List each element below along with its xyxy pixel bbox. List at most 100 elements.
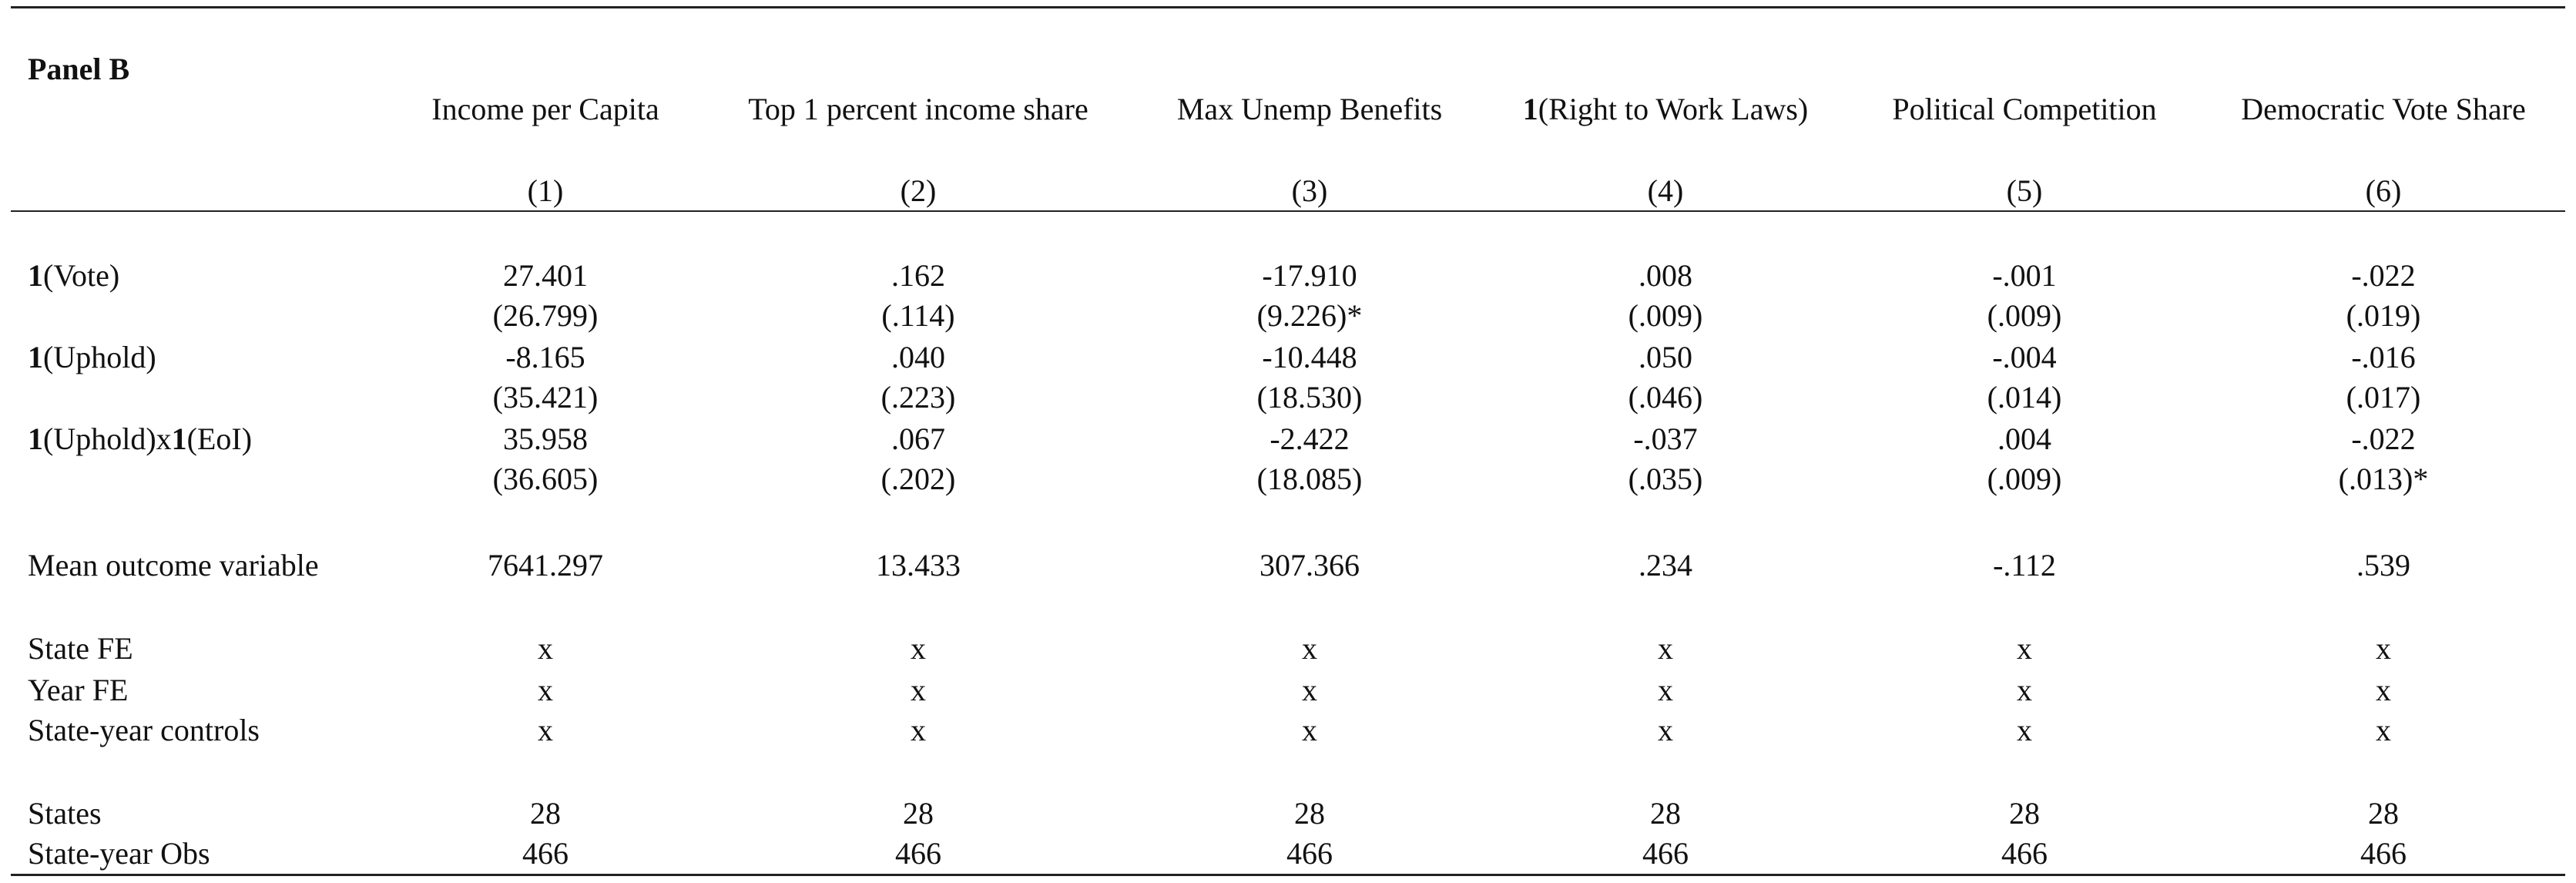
column-number: (2)	[900, 173, 937, 208]
table-cell: 466	[522, 836, 569, 871]
table-cell: (.114)	[881, 298, 955, 333]
row-label-text: (Uphold)x	[43, 421, 172, 456]
panel-title: Panel B	[28, 52, 130, 86]
column-header-text: Top 1 percent income share	[748, 92, 1088, 126]
table-cell: .008	[1639, 258, 1692, 293]
table-cell: 307.366	[1259, 548, 1360, 583]
row-label: 1(Uphold)x1(EoI)	[28, 421, 252, 458]
row-label-text: State FE	[28, 631, 133, 666]
row-label: State-year Obs	[28, 835, 210, 872]
table-cell: -2.422	[1270, 421, 1350, 456]
column-number: (3)	[1291, 173, 1328, 208]
column-header: 1(Right to Work Laws)	[1523, 91, 1808, 128]
table-cell: 28	[1650, 796, 1681, 831]
table-cell: x	[911, 673, 926, 707]
header-rule	[11, 210, 2565, 212]
column-header-text: (Right to Work Laws)	[1538, 92, 1809, 126]
row-label: States	[28, 795, 102, 832]
table-cell: 27.401	[503, 258, 588, 293]
table-cell: (35.421)	[492, 380, 599, 415]
table-cell: x	[1302, 673, 1317, 707]
table-cell: (.019)	[2346, 298, 2421, 333]
table-cell: (.017)	[2346, 380, 2421, 415]
table-cell: .539	[2356, 548, 2410, 583]
column-header-text: Max Unemp Benefits	[1176, 92, 1443, 126]
row-label-text: (Uphold)	[43, 340, 156, 374]
row-label-text: States	[28, 796, 102, 831]
table-cell: (18.085)	[1256, 462, 1363, 496]
table-cell: -8.165	[505, 340, 585, 374]
table-cell: .162	[891, 258, 945, 293]
column-header-text: Democratic Vote Share	[2241, 92, 2526, 126]
table-cell: 28	[2368, 796, 2399, 831]
table-cell: 28	[530, 796, 561, 831]
table-cell: 466	[2001, 836, 2048, 871]
table-cell: .050	[1639, 340, 1692, 374]
table-cell: (.014)	[1987, 380, 2062, 415]
table-cell: x	[538, 631, 553, 666]
table-cell: (.009)	[1628, 298, 1703, 333]
indicator-one: 1	[28, 258, 43, 293]
indicator-one: 1	[28, 421, 43, 456]
row-label: 1(Uphold)	[28, 339, 156, 376]
row-label: Year FE	[28, 672, 128, 709]
table-cell: (.009)	[1987, 298, 2062, 333]
table-cell: -.022	[2351, 421, 2416, 456]
top-rule	[11, 6, 2565, 8]
table-cell: x	[2376, 631, 2391, 666]
column-header-text: Income per Capita	[431, 92, 659, 126]
table-cell: 7641.297	[488, 548, 603, 583]
column-number: (1)	[527, 173, 564, 208]
column-header-text: Political Competition	[1892, 92, 2157, 126]
table-cell: .040	[891, 340, 945, 374]
table-cell: x	[1302, 713, 1317, 747]
table-cell: (.035)	[1628, 462, 1703, 496]
table-cell: x	[2017, 631, 2032, 666]
indicator-one: 1	[171, 421, 187, 456]
table-cell: (.013)*	[2338, 462, 2429, 496]
table-cell: 466	[2360, 836, 2407, 871]
table-cell: (18.530)	[1256, 380, 1363, 415]
table-cell: x	[1658, 673, 1673, 707]
table-cell: 466	[1642, 836, 1689, 871]
bottom-rule	[11, 874, 2565, 876]
column-header: Top 1 percent income share	[748, 91, 1088, 128]
table-cell: (36.605)	[492, 462, 599, 496]
table-cell: x	[538, 673, 553, 707]
table-cell: -.112	[1993, 548, 2056, 583]
table-cell: 28	[903, 796, 934, 831]
table-cell: x	[2017, 713, 2032, 747]
row-label-text: State-year Obs	[28, 836, 210, 871]
column-header: Political Competition	[1892, 91, 2156, 128]
indicator-one: 1	[28, 340, 43, 374]
table-cell: -17.910	[1262, 258, 1357, 293]
table-cell: (.046)	[1628, 380, 1703, 415]
row-label-text: (EoI)	[186, 421, 253, 456]
table-cell: x	[2376, 713, 2391, 747]
table-cell: .234	[1639, 548, 1692, 583]
table-cell: -.001	[1992, 258, 2057, 293]
table-cell: x	[1658, 713, 1673, 747]
column-header: Income per Capita	[431, 91, 659, 128]
table-cell: x	[2017, 673, 2032, 707]
table-cell: 28	[2009, 796, 2040, 831]
column-header: Democratic Vote Share	[2241, 91, 2526, 128]
row-label: State FE	[28, 630, 133, 667]
table-cell: (26.799)	[492, 298, 599, 333]
table-cell: x	[538, 713, 553, 747]
table-cell: x	[1658, 631, 1673, 666]
table-cell: -.022	[2351, 258, 2416, 293]
table-cell: -.016	[2351, 340, 2416, 374]
row-label-text: Mean outcome variable	[28, 548, 319, 583]
column-header: Max Unemp Benefits	[1177, 91, 1442, 128]
row-label-text: (Vote)	[43, 258, 120, 293]
table-cell: x	[911, 631, 926, 666]
table-cell: .004	[1997, 421, 2051, 456]
table-cell: 28	[1294, 796, 1325, 831]
table-cell: 466	[1286, 836, 1333, 871]
table-cell: (9.226)*	[1256, 298, 1363, 333]
row-label: 1(Vote)	[28, 257, 119, 294]
table-cell: .067	[891, 421, 945, 456]
table-cell: x	[2376, 673, 2391, 707]
indicator-one: 1	[1522, 92, 1538, 126]
